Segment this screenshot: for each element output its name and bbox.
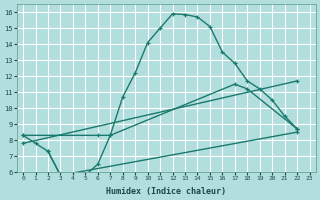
X-axis label: Humidex (Indice chaleur): Humidex (Indice chaleur)	[106, 187, 226, 196]
